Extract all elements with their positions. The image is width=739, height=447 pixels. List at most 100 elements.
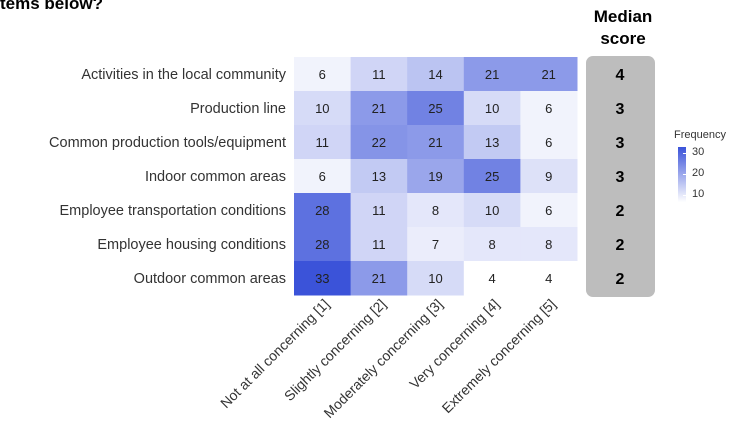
cell-value-label: 10 <box>428 271 442 286</box>
column-label: Slightly concerning [2] <box>281 296 389 404</box>
heatmap-cell <box>350 193 408 228</box>
median-score-value: 4 <box>616 67 625 84</box>
median-score-value: 3 <box>616 101 625 118</box>
heatmap-cell <box>294 159 352 194</box>
cell-value-label: 8 <box>545 237 552 252</box>
median-score-value: 2 <box>616 271 625 288</box>
cell-value-label: 21 <box>428 135 442 150</box>
heatmap-cell <box>520 193 578 228</box>
cell-value-label: 10 <box>315 101 329 116</box>
legend-tick-label: 10 <box>692 187 705 200</box>
heatmap-cell <box>463 261 521 296</box>
cell-value-label: 21 <box>541 67 555 82</box>
cell-value-label: 25 <box>428 101 442 116</box>
cell-value-label: 22 <box>372 135 386 150</box>
cell-value-label: 4 <box>545 271 552 286</box>
row-label: Indoor common areas <box>145 169 286 185</box>
cell-value-label: 25 <box>485 169 499 184</box>
cell-value-label: 6 <box>319 169 326 184</box>
heatmap-cell <box>294 227 352 262</box>
row-labels: Activities in the local community Product… <box>49 67 287 287</box>
heatmap-cell <box>350 227 408 262</box>
cell-value-label: 11 <box>372 237 386 252</box>
heatmap-cell <box>407 57 465 92</box>
heatmap-cell <box>463 125 521 160</box>
chart-title-fragment: tems below? <box>0 0 103 13</box>
heatmap-cell <box>350 159 408 194</box>
column-label: Extremely concerning [5] <box>439 296 559 416</box>
legend-tick-label: 20 <box>692 166 705 179</box>
heatmap-cell <box>520 57 578 92</box>
heatmap-cell <box>294 125 352 160</box>
cell-value-label: 6 <box>545 135 552 150</box>
heatmap-cell <box>294 57 352 92</box>
heatmap-cell <box>350 91 408 126</box>
cell-value-label: 6 <box>545 101 552 116</box>
legend-color-bar <box>678 147 686 207</box>
heatmap-cell <box>294 193 352 228</box>
cell-value-label: 8 <box>488 237 495 252</box>
heatmap-cell <box>407 125 465 160</box>
heatmap-cell <box>463 227 521 262</box>
heatmap-cell <box>407 193 465 228</box>
cell-value-label: 19 <box>428 169 442 184</box>
heatmap-cell <box>463 159 521 194</box>
row-label: Production line <box>190 101 286 117</box>
heatmap-cell <box>463 193 521 228</box>
cell-value-label: 10 <box>485 101 499 116</box>
cell-value-label: 8 <box>432 203 439 218</box>
row-label: Common production tools/equipment <box>49 135 286 151</box>
cell-value-label: 33 <box>315 271 329 286</box>
median-score-value: 3 <box>616 169 625 186</box>
median-header-line2: score <box>600 29 646 48</box>
cell-value-label: 13 <box>485 135 499 150</box>
cell-value-label: 11 <box>372 203 386 218</box>
cell-value-label: 10 <box>485 203 499 218</box>
cell-value-label: 21 <box>372 271 386 286</box>
cell-value-label: 7 <box>432 237 439 252</box>
cell-value-label: 13 <box>372 169 386 184</box>
median-panel-background <box>586 56 655 297</box>
legend-tick-mark <box>683 194 686 196</box>
row-label: Activities in the local community <box>81 67 286 83</box>
heatmap-cell <box>350 125 408 160</box>
legend-tick-mark <box>683 153 686 155</box>
cell-value-label: 4 <box>488 271 495 286</box>
legend-tick-label: 30 <box>692 146 705 159</box>
median-score-header: Median score <box>591 6 655 50</box>
row-label: Employee transportation conditions <box>60 203 287 219</box>
cell-value-label: 6 <box>319 67 326 82</box>
cell-value-label: 6 <box>545 203 552 218</box>
heatmap-cell <box>463 91 521 126</box>
heatmap-cell <box>407 227 465 262</box>
median-score-panel: 4 3 3 3 2 2 2 <box>586 56 655 297</box>
median-score-value: 2 <box>616 203 625 220</box>
cell-value-label: 21 <box>485 67 499 82</box>
heatmap-cell <box>520 227 578 262</box>
column-labels: Not at all concerning [1]Slightly concer… <box>217 296 559 421</box>
cell-value-label: 28 <box>315 203 329 218</box>
cell-value-label: 21 <box>372 101 386 116</box>
frequency-legend: Frequency 30 20 10 <box>674 129 726 207</box>
heatmap-cell <box>463 57 521 92</box>
heatmap-cell <box>407 91 465 126</box>
cell-value-label: 28 <box>315 237 329 252</box>
heatmap-cell <box>520 125 578 160</box>
cell-value-label: 11 <box>316 135 330 150</box>
cell-value-label: 9 <box>545 169 552 184</box>
legend-tick-mark <box>683 173 686 175</box>
heatmap-cell <box>520 261 578 296</box>
cell-value-label: 11 <box>372 67 386 82</box>
column-label: Moderately concerning [3] <box>320 296 445 421</box>
heatmap-cell <box>294 91 352 126</box>
heatmap-cell <box>407 261 465 296</box>
heatmap-cell <box>520 159 578 194</box>
heatmap-cell <box>520 91 578 126</box>
column-label: Not at all concerning [1] <box>217 296 332 411</box>
row-label: Outdoor common areas <box>134 271 286 287</box>
heatmap-cell <box>407 159 465 194</box>
legend-title: Frequency <box>674 129 726 141</box>
median-score-value: 2 <box>616 237 625 254</box>
cell-value-label: 14 <box>428 67 442 82</box>
